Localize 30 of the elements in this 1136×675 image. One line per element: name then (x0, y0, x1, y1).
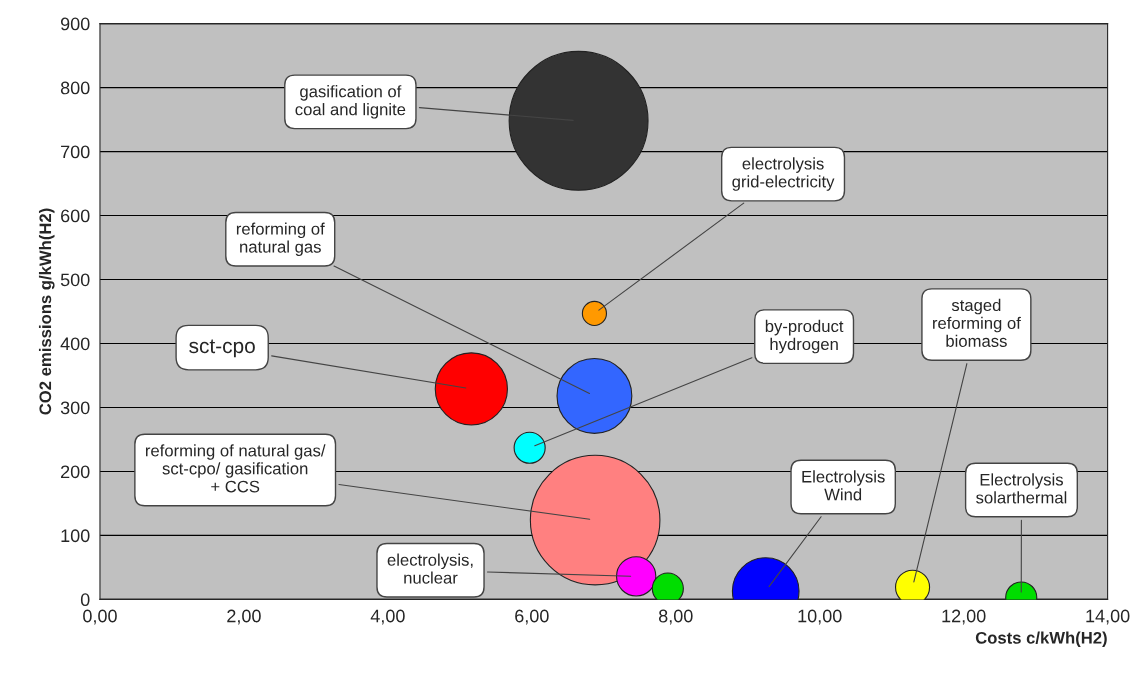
annotation: staged reforming of biomass (933, 298, 1021, 347)
x-tick-label: 12,00 (942, 609, 986, 625)
x-tick-label: 4,00 (370, 609, 405, 625)
y-tick-label: 0 (80, 593, 90, 607)
annotation: electrolysis grid-electricity (732, 157, 835, 191)
annotation: sct-cpo (189, 339, 255, 358)
x-tick-label: 14,00 (1086, 609, 1130, 625)
y-tick-label: 200 (61, 465, 90, 479)
y-tick-label: 700 (61, 145, 90, 159)
x-tick-label: 8,00 (658, 609, 693, 625)
annotation: reforming of natural gas/ sct-cpo/ gasification + CCS (145, 444, 326, 493)
annotation: Electrolysis solarthermal (976, 473, 1067, 504)
annotation: gasification of coal and lignite (295, 85, 406, 119)
x-axis-title: Costs c/kWh(H2) (975, 631, 1107, 648)
x-tick-label: 0,00 (83, 609, 117, 625)
y-tick-label: 300 (60, 401, 90, 415)
y-tick-label: 900 (60, 17, 90, 31)
annotation: by-product hydrogen (765, 319, 844, 354)
annotation: electrolysis, nuclear (387, 553, 473, 584)
y-tick-label: 500 (60, 273, 90, 287)
x-tick-label: 10,00 (798, 609, 842, 625)
y-tick-label: 600 (61, 209, 90, 223)
annotation: Electrolysis Wind (802, 470, 885, 501)
annotation: reforming of natural gas (236, 222, 325, 257)
x-tick-label: 6,00 (515, 609, 549, 625)
y-axis-title: CO2 emissions g/kWh(H2) (38, 208, 55, 415)
y-tick-label: 800 (60, 81, 90, 95)
x-tick-label: 2,00 (227, 609, 261, 625)
y-tick-label: 100 (61, 529, 90, 543)
y-tick-label: 400 (60, 337, 90, 351)
